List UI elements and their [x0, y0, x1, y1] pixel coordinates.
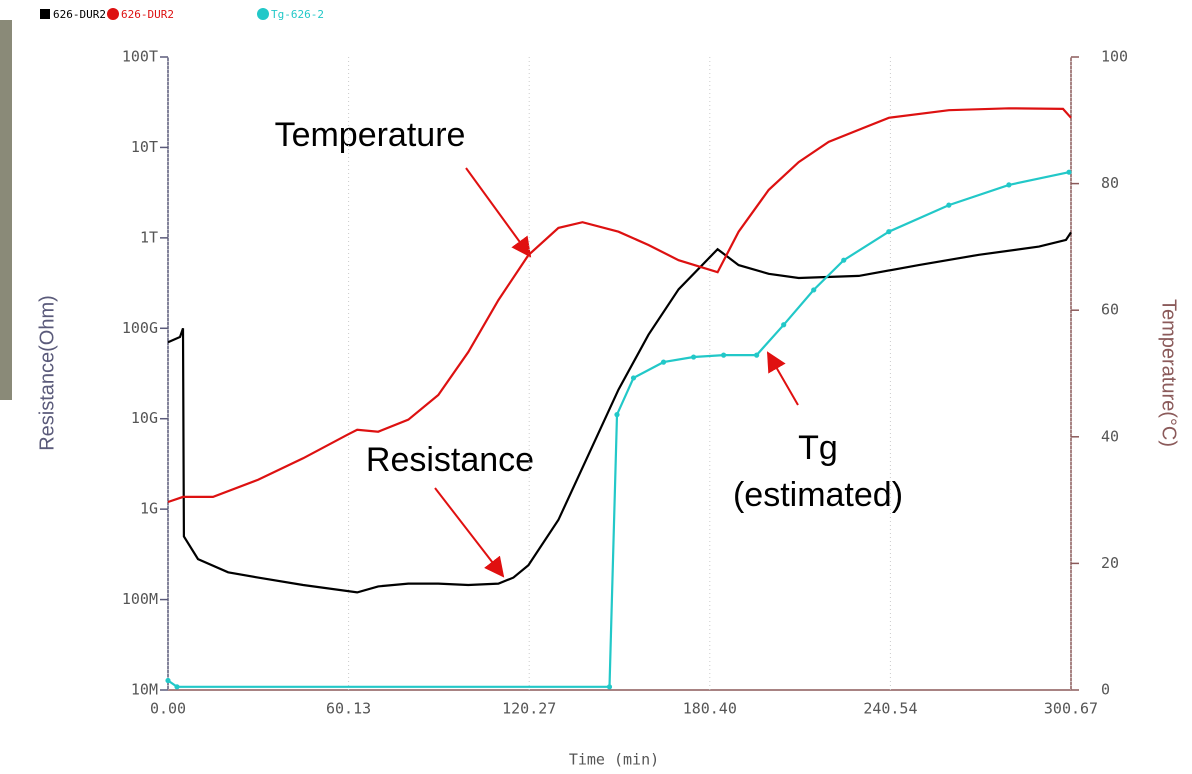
- x-tick-label: 120.27: [502, 700, 556, 718]
- y-tick-label: 1G: [140, 500, 158, 518]
- y2-tick-label: 20: [1101, 554, 1119, 572]
- background-photo-strip: [0, 20, 12, 400]
- y-tick-label: 100T: [122, 48, 158, 66]
- series-line: [167, 171, 1070, 688]
- x-tick-label: 0.00: [150, 700, 186, 718]
- arrow: [465, 167, 532, 258]
- y2-tick-label: 0: [1101, 681, 1110, 699]
- data-point: [690, 354, 697, 360]
- legend-label: Tg-626-2: [271, 8, 324, 21]
- y-tick-label: 10T: [131, 138, 158, 156]
- legend-marker: [40, 9, 50, 19]
- data-point: [1066, 169, 1072, 175]
- y2-axis-label: Temperature(°C): [1158, 299, 1180, 447]
- series-line: [167, 107, 1072, 504]
- legend-label: 626-DUR2: [121, 8, 174, 21]
- data-point: [660, 359, 667, 365]
- legend-marker: [107, 8, 119, 20]
- data-point: [886, 229, 892, 235]
- data-point: [841, 257, 847, 263]
- data-point: [630, 375, 637, 381]
- y2-tick-label: 80: [1101, 174, 1119, 192]
- x-tick-label: 60.13: [326, 700, 371, 718]
- y-tick-label: 100G: [122, 319, 158, 337]
- y2-tick-label: 60: [1101, 301, 1119, 319]
- annotation: Temperature: [275, 116, 466, 154]
- data-point: [614, 412, 620, 418]
- x-tick-label: 180.40: [683, 700, 737, 718]
- data-point: [1006, 182, 1012, 188]
- data-point: [946, 202, 952, 208]
- arrow: [434, 487, 505, 578]
- y2-tick-label: 40: [1101, 427, 1119, 445]
- legend-label: 626-DUR2: [53, 8, 106, 21]
- data-point: [781, 322, 787, 328]
- series-line: [167, 231, 1072, 594]
- x-tick-label: 240.54: [863, 700, 917, 718]
- annotation: Tg: [798, 429, 838, 467]
- annotation: Resistance: [366, 441, 534, 479]
- data-point: [174, 684, 180, 690]
- y-tick-label: 1T: [140, 228, 158, 246]
- x-tick-label: 300.67: [1044, 700, 1098, 718]
- legend-marker: [257, 8, 269, 20]
- arrow: [767, 351, 799, 406]
- data-point: [606, 684, 613, 690]
- y2-tick-label: 100: [1101, 48, 1128, 66]
- y-axis-label: Resistance(Ohm): [36, 295, 58, 451]
- x-axis-label: Time (min): [569, 751, 659, 769]
- y-tick-label: 10M: [131, 681, 158, 699]
- y-tick-label: 10G: [131, 409, 158, 427]
- data-point: [721, 352, 727, 358]
- data-point: [165, 677, 171, 684]
- data-point: [754, 352, 760, 358]
- data-point: [811, 287, 817, 293]
- y-tick-label: 100M: [122, 590, 158, 608]
- annotation: (estimated): [733, 476, 903, 514]
